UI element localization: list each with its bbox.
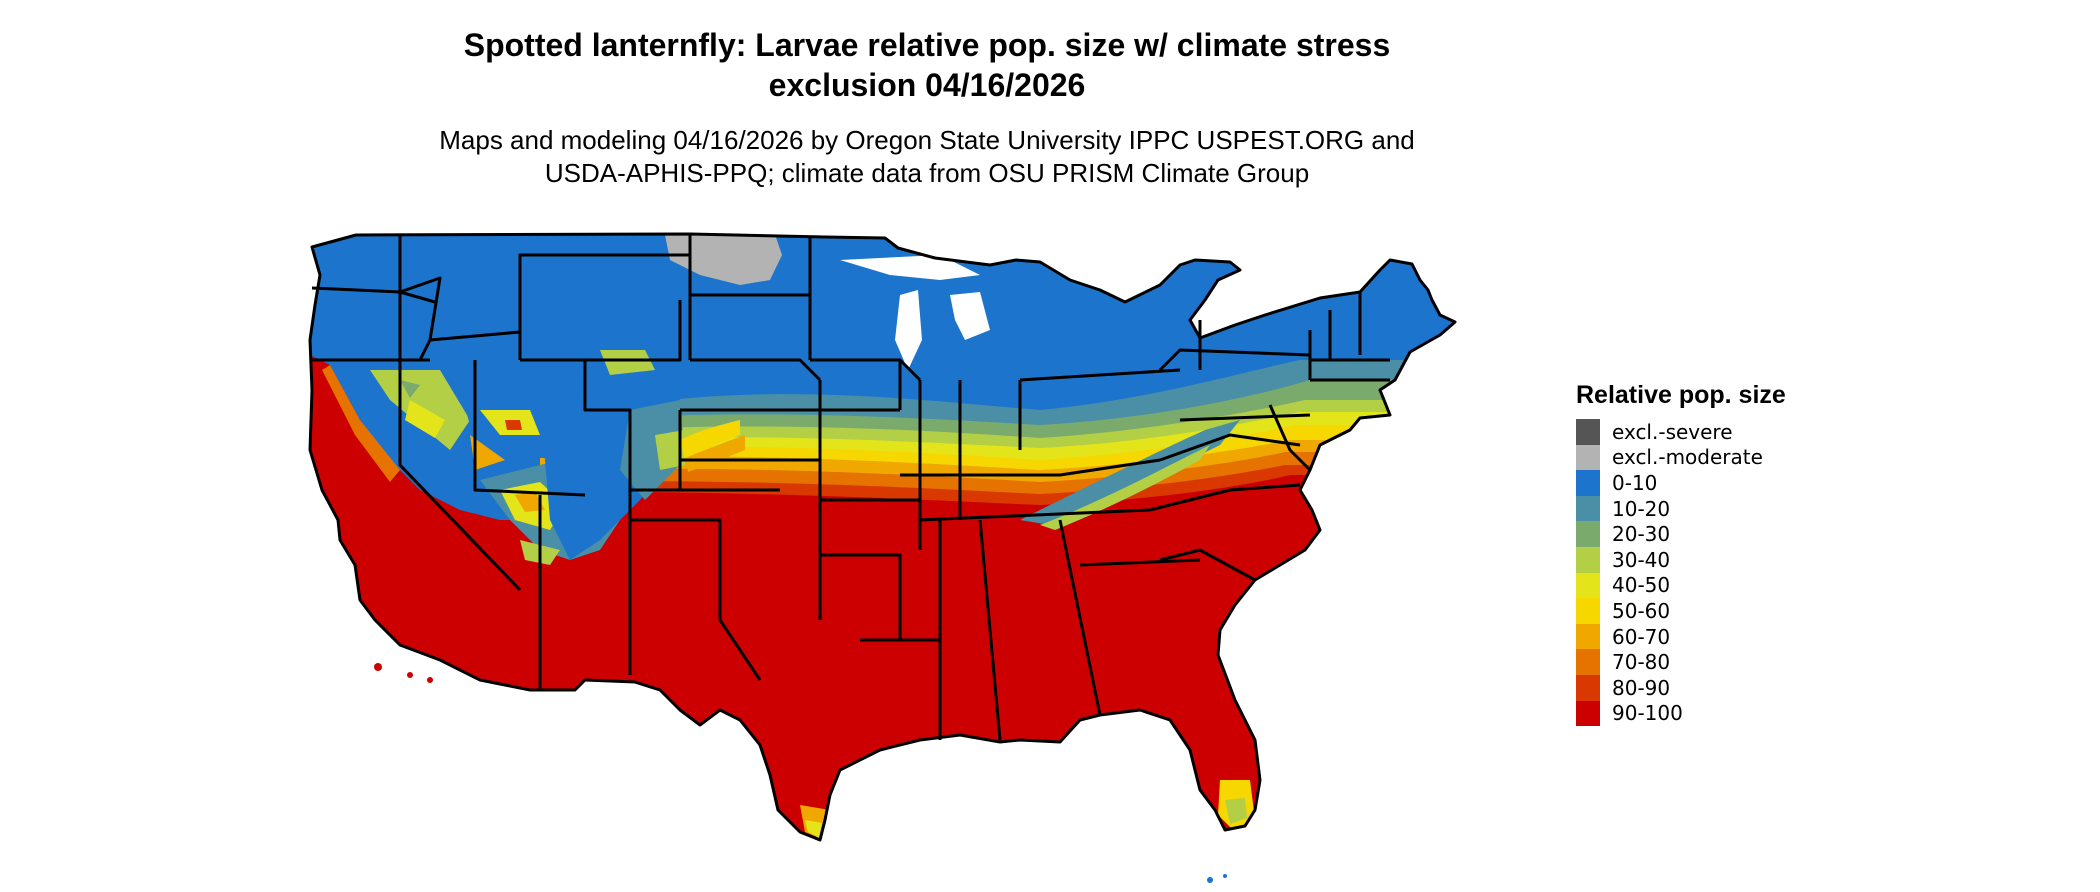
legend-label: 80-90 <box>1612 675 1671 700</box>
map-subtitle-line-1: Maps and modeling 04/16/2026 by Oregon S… <box>439 125 1415 155</box>
legend-item-10-20: 10-20 <box>1576 495 1786 522</box>
legend-item-80-90: 80-90 <box>1576 674 1786 701</box>
legend-swatch <box>1576 546 1600 573</box>
legend-item-20-30: 20-30 <box>1576 521 1786 547</box>
legend-label: 0-10 <box>1612 470 1658 495</box>
legend: Relative pop. size excl.-severe excl.-mo… <box>1576 380 1786 727</box>
legend-label: 70-80 <box>1612 650 1671 675</box>
map-title-line-1: Spotted lanternfly: Larvae relative pop.… <box>463 27 1391 63</box>
legend-swatch <box>1576 419 1600 445</box>
map-subtitle-line-2: USDA-APHIS-PPQ; climate data from OSU PR… <box>544 158 1310 188</box>
legend-swatch <box>1576 623 1600 650</box>
legend-swatch <box>1576 598 1600 624</box>
map-title-line-2: exclusion 04/16/2026 <box>768 67 1086 103</box>
legend-item-50-60: 50-60 <box>1576 598 1786 624</box>
legend-label: 10-20 <box>1612 496 1671 521</box>
legend-swatch <box>1576 649 1600 675</box>
legend-item-60-70: 60-70 <box>1576 623 1786 650</box>
legend-swatch <box>1576 572 1600 599</box>
legend-item-70-80: 70-80 <box>1576 649 1786 675</box>
legend-item-40-50: 40-50 <box>1576 572 1786 599</box>
legend-title: Relative pop. size <box>1576 381 1786 409</box>
legend-label: 40-50 <box>1612 573 1671 598</box>
legend-item-excl-severe: excl.-severe <box>1576 419 1786 445</box>
legend-label: 30-40 <box>1612 547 1671 572</box>
legend-swatch <box>1576 444 1600 471</box>
legend-swatch <box>1576 521 1600 547</box>
legend-swatch <box>1576 674 1600 701</box>
legend-item-30-40: 30-40 <box>1576 546 1786 573</box>
legend-swatch <box>1576 470 1600 496</box>
legend-item-90-100: 90-100 <box>1576 700 1786 727</box>
us-population-map <box>308 232 1457 883</box>
legend-swatch <box>1576 700 1600 727</box>
legend-label: 90-100 <box>1612 701 1683 726</box>
legend-label: 20-30 <box>1612 522 1671 547</box>
legend-label: excl.-severe <box>1612 419 1733 444</box>
legend-label: 60-70 <box>1612 624 1671 649</box>
legend-swatch <box>1576 495 1600 522</box>
legend-label: 50-60 <box>1612 598 1671 623</box>
legend-item-excl-moderate: excl.-moderate <box>1576 444 1786 471</box>
legend-item-0-10: 0-10 <box>1576 470 1786 496</box>
legend-label: excl.-moderate <box>1612 445 1763 470</box>
